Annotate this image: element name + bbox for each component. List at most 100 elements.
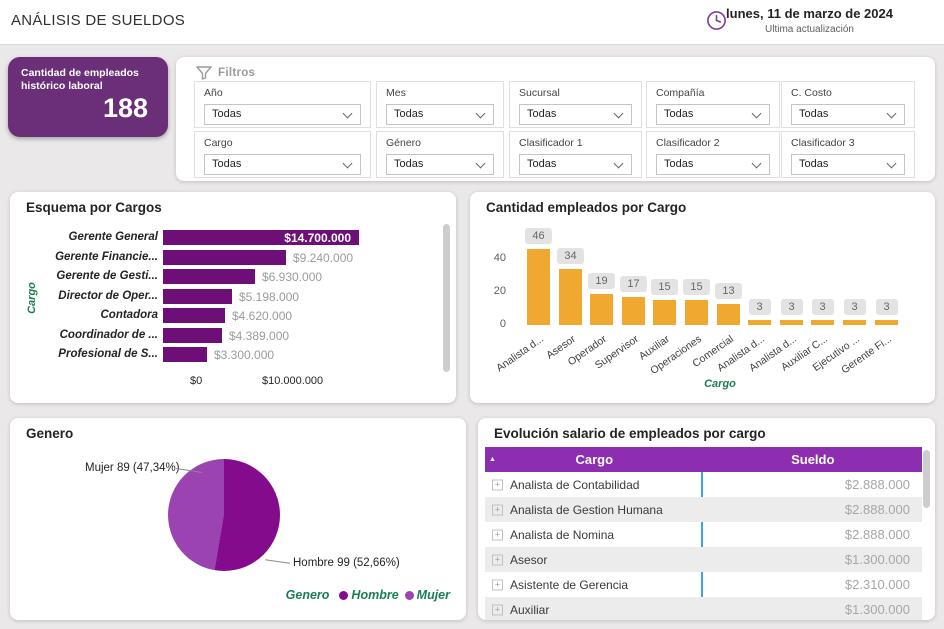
- column-7-analista-d[interactable]: [748, 320, 771, 325]
- chevron-down-icon[interactable]: [613, 158, 624, 169]
- bar-category-label: Profesional de S...: [58, 348, 158, 360]
- filter-cargo: Cargo Todas: [194, 131, 371, 178]
- filter-dropdown-clasificador-2[interactable]: Todas: [656, 154, 770, 175]
- cell-cargo: Analista de Gestion Humana +: [485, 503, 696, 517]
- filter-dropdown-g-nero[interactable]: Todas: [386, 154, 494, 175]
- column-0-analista-d[interactable]: [527, 249, 550, 325]
- chevron-down-icon[interactable]: [475, 158, 486, 169]
- y-tick-40: 40: [493, 251, 506, 264]
- filter-clasificador-1: Clasificador 1 Todas: [509, 131, 642, 178]
- bar-contadora[interactable]: [163, 308, 225, 323]
- expand-row-icon[interactable]: +: [492, 579, 503, 590]
- chevron-down-icon[interactable]: [751, 108, 762, 119]
- cell-cargo: Auxiliar +: [485, 603, 696, 617]
- kpi-card-empleados: Cantidad de empleados histórico laboral …: [8, 57, 168, 137]
- legend-item-hombre[interactable]: Hombre: [339, 588, 399, 602]
- cell-cargo: Analista de Contabilidad +: [485, 478, 696, 492]
- legend-title: Genero: [285, 588, 330, 602]
- bar-gerente-de-gesti[interactable]: [163, 269, 255, 284]
- filter-selected-value: Todas: [394, 108, 424, 120]
- column-9-auxiliar-c[interactable]: [811, 320, 834, 325]
- y-tick-0: 0: [499, 318, 506, 330]
- table-row-auxiliar[interactable]: Auxiliar + $1.300.000: [485, 597, 922, 620]
- kpi-value: 188: [102, 93, 148, 123]
- bar-gerente-financie[interactable]: [163, 249, 286, 265]
- chevron-down-icon[interactable]: [886, 108, 897, 119]
- chevron-down-icon[interactable]: [613, 108, 624, 119]
- chevron-down-icon[interactable]: [342, 158, 353, 169]
- bar-gerente-general[interactable]: [163, 230, 359, 245]
- column-value-label: 3: [780, 299, 803, 315]
- table-row-asistente-de-gerencia[interactable]: Asistente de Gerencia + $2.310.000: [485, 572, 922, 597]
- filter-dropdown-clasificador-1[interactable]: Todas: [519, 154, 632, 175]
- bar-category-label: Gerente Financie...: [55, 250, 158, 263]
- filter-sucursal: Sucursal Todas: [509, 81, 642, 128]
- expand-row-icon[interactable]: +: [492, 554, 503, 565]
- top-bar: ANÁLISIS DE SUELDOS lunes, 11 de marzo d…: [0, 0, 944, 45]
- legend-label-mujer: Mujer: [416, 588, 450, 602]
- filter-mes: Mes Todas: [376, 81, 504, 128]
- kpi-label: Cantidad de empleados histórico laboral: [21, 67, 139, 93]
- expand-row-icon[interactable]: +: [492, 504, 503, 515]
- filter-g-nero: Género Todas: [376, 131, 504, 178]
- chart-title-genero: Genero: [26, 426, 74, 441]
- bar-profesional-de-s[interactable]: [163, 347, 207, 362]
- column-value-label: 3: [748, 299, 771, 315]
- filter-dropdown-sucursal[interactable]: Todas: [519, 104, 632, 125]
- table-scrollbar[interactable]: [923, 450, 930, 508]
- column-value-label: 34: [557, 248, 584, 264]
- filter-dropdown-c-costo[interactable]: Todas: [791, 104, 905, 125]
- legend-item-mujer[interactable]: Mujer: [404, 588, 450, 602]
- column-1-asesor[interactable]: [559, 269, 582, 325]
- filter-selected-value: Todas: [664, 158, 694, 170]
- table-row-analista-de-nomina[interactable]: Analista de Nomina + $2.888.000: [485, 522, 922, 547]
- filter-label-clasificador-2: Clasificador 2: [656, 137, 720, 149]
- filter-dropdown-compa-a[interactable]: Todas: [656, 104, 770, 125]
- column-4-auxiliar[interactable]: [653, 300, 676, 325]
- chevron-down-icon[interactable]: [751, 158, 762, 169]
- column-5-operaciones[interactable]: [685, 300, 708, 325]
- filter-selected-value: Todas: [527, 108, 557, 120]
- chart1-scrollbar[interactable]: [443, 224, 450, 372]
- expand-row-icon[interactable]: +: [492, 604, 503, 615]
- filter-dropdown-cargo[interactable]: Todas: [204, 154, 361, 175]
- genero-pie-chart[interactable]: [168, 459, 280, 571]
- filter-selected-value: Todas: [212, 158, 242, 170]
- column-header-cargo[interactable]: Cargo ▲: [485, 447, 704, 472]
- chevron-down-icon[interactable]: [342, 108, 353, 119]
- filter-dropdown-clasificador-3[interactable]: Todas: [791, 154, 905, 175]
- bar-coordinador-de[interactable]: [163, 327, 222, 343]
- column-11-gerente-fi[interactable]: [875, 320, 898, 325]
- column-10-ejecutivo[interactable]: [843, 320, 866, 325]
- table-row-analista-de-contabilidad[interactable]: Analista de Contabilidad + $2.888.000: [485, 472, 922, 497]
- filter-dropdown-mes[interactable]: Todas: [386, 104, 494, 125]
- bar-value-label: $6.930.000: [262, 270, 323, 284]
- bar-value-label: $4.620.000: [232, 309, 293, 323]
- filter-selected-value: Todas: [664, 108, 694, 120]
- chevron-down-icon[interactable]: [886, 158, 897, 169]
- table-row-asesor[interactable]: Asesor + $1.300.000: [485, 547, 922, 572]
- bar-value-label: $4.389.000: [229, 328, 290, 343]
- x-tick-zero: $0: [190, 375, 203, 387]
- bar-value-label: $5.198.000: [239, 289, 300, 304]
- chevron-down-icon[interactable]: [475, 108, 486, 119]
- column-2-operador[interactable]: [590, 294, 613, 325]
- bar-director-de-oper[interactable]: [163, 288, 232, 304]
- expand-row-icon[interactable]: +: [492, 529, 503, 540]
- panel-esquema-por-cargos: Esquema por Cargos Cargo Gerente General…: [10, 192, 456, 403]
- column-8-analista-d[interactable]: [780, 320, 803, 325]
- clock-icon: [707, 11, 726, 30]
- column-header-sueldo[interactable]: Sueldo: [791, 452, 835, 467]
- expand-row-icon[interactable]: +: [492, 479, 503, 490]
- bar-value-label: $14.700.000: [284, 231, 351, 245]
- bar-value-label: $9.240.000: [293, 250, 354, 265]
- callout-line-hombre: [265, 559, 290, 564]
- filter-dropdown-a-o[interactable]: Todas: [204, 104, 361, 125]
- column-value-label: 15: [651, 279, 678, 295]
- last-update-block: lunes, 11 de marzo de 2024 Ultima actual…: [722, 6, 897, 35]
- filter-label-clasificador-3: Clasificador 3: [791, 137, 855, 149]
- column-6-comercial[interactable]: [717, 304, 740, 325]
- column-3-supervisor[interactable]: [622, 297, 645, 325]
- table-row-analista-de-gestion-humana[interactable]: Analista de Gestion Humana + $2.888.000: [485, 497, 922, 522]
